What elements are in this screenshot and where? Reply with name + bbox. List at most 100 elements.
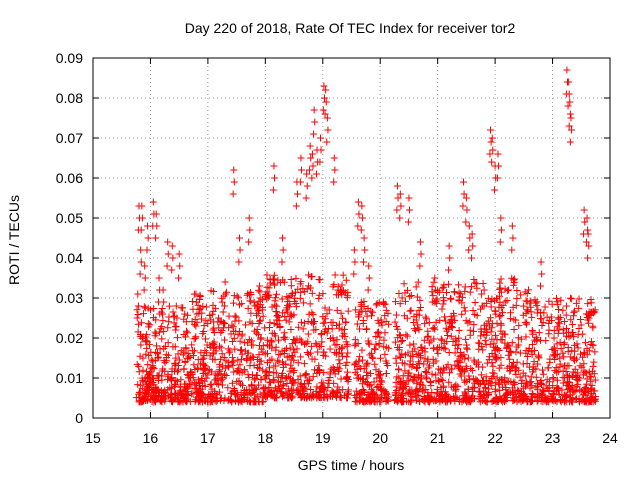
data-point bbox=[245, 214, 253, 222]
data-point bbox=[300, 299, 308, 307]
data-point bbox=[370, 398, 378, 406]
data-point bbox=[366, 369, 374, 377]
data-point bbox=[257, 335, 265, 343]
data-point bbox=[408, 363, 416, 371]
data-point bbox=[462, 335, 470, 343]
data-point bbox=[335, 367, 343, 375]
data-point bbox=[579, 353, 587, 361]
data-point bbox=[581, 398, 589, 406]
data-point bbox=[497, 311, 505, 319]
data-point bbox=[270, 280, 278, 288]
data-point bbox=[273, 312, 281, 320]
data-point bbox=[446, 294, 454, 302]
data-point bbox=[150, 384, 158, 392]
data-point bbox=[498, 336, 506, 344]
data-point bbox=[325, 306, 333, 314]
data-point bbox=[460, 190, 468, 198]
data-point bbox=[364, 381, 372, 389]
data-point bbox=[265, 383, 273, 391]
data-point bbox=[480, 286, 488, 294]
data-point bbox=[580, 349, 588, 357]
data-point bbox=[211, 304, 219, 312]
data-point bbox=[336, 360, 344, 368]
data-point bbox=[172, 302, 180, 310]
data-point bbox=[526, 299, 534, 307]
data-point bbox=[246, 318, 254, 326]
data-point bbox=[327, 365, 335, 373]
data-point bbox=[245, 238, 253, 246]
data-point bbox=[364, 337, 372, 345]
data-point bbox=[451, 316, 459, 324]
data-point bbox=[491, 307, 499, 315]
data-point bbox=[204, 320, 212, 328]
data-point bbox=[230, 334, 238, 342]
data-point bbox=[251, 327, 259, 335]
data-point bbox=[270, 386, 278, 394]
data-point bbox=[534, 353, 542, 361]
data-point bbox=[210, 326, 218, 334]
data-point bbox=[422, 315, 430, 323]
data-point bbox=[144, 389, 152, 397]
data-point bbox=[303, 182, 311, 190]
data-point bbox=[248, 381, 256, 389]
data-point bbox=[343, 353, 351, 361]
data-point bbox=[393, 373, 401, 381]
data-point bbox=[283, 390, 291, 398]
chart-title: Day 220 of 2018, Rate Of TEC Index for r… bbox=[185, 20, 516, 36]
data-point bbox=[483, 359, 491, 367]
data-point bbox=[176, 386, 184, 394]
data-point bbox=[153, 222, 161, 230]
data-point bbox=[488, 359, 496, 367]
data-point bbox=[521, 288, 529, 296]
data-point bbox=[277, 377, 285, 385]
data-point bbox=[224, 384, 232, 392]
data-point bbox=[497, 226, 505, 234]
y-tick-label: 0.06 bbox=[56, 170, 83, 186]
data-point bbox=[380, 298, 388, 306]
data-point bbox=[161, 343, 169, 351]
data-point bbox=[444, 332, 452, 340]
data-point bbox=[465, 246, 473, 254]
data-point bbox=[333, 321, 341, 329]
data-point bbox=[545, 378, 553, 386]
data-point bbox=[477, 305, 485, 313]
data-point bbox=[442, 288, 450, 296]
data-point bbox=[395, 365, 403, 373]
data-point bbox=[407, 352, 415, 360]
data-point bbox=[451, 361, 459, 369]
y-tick-label: 0.02 bbox=[56, 330, 83, 346]
data-point bbox=[308, 342, 316, 350]
data-point bbox=[209, 339, 217, 347]
data-point bbox=[344, 388, 352, 396]
data-point bbox=[138, 334, 146, 342]
data-point bbox=[585, 397, 593, 405]
data-point bbox=[571, 357, 579, 365]
data-point bbox=[212, 397, 220, 405]
data-point bbox=[356, 325, 364, 333]
data-point bbox=[344, 288, 352, 296]
data-point bbox=[549, 382, 557, 390]
data-point bbox=[396, 352, 404, 360]
data-point bbox=[431, 286, 439, 294]
data-point bbox=[342, 276, 350, 284]
data-point bbox=[321, 110, 329, 118]
data-point bbox=[438, 305, 446, 313]
ticks-layer: 15 16 17 18 19 20 21 22 23 24 0 0.01 0.02 0.03 0.04 0.0… bbox=[56, 50, 618, 446]
data-point bbox=[150, 398, 158, 406]
data-point bbox=[145, 386, 153, 394]
data-point bbox=[278, 309, 286, 317]
data-point bbox=[550, 352, 558, 360]
data-point bbox=[316, 134, 324, 142]
data-point bbox=[522, 309, 530, 317]
data-point bbox=[509, 303, 517, 311]
data-point bbox=[401, 367, 409, 375]
data-point bbox=[488, 134, 496, 142]
data-point bbox=[266, 342, 274, 350]
data-point bbox=[288, 351, 296, 359]
data-point bbox=[209, 350, 217, 358]
data-point bbox=[256, 317, 264, 325]
data-point bbox=[290, 368, 298, 376]
data-point bbox=[215, 366, 223, 374]
data-point bbox=[333, 393, 341, 401]
data-point bbox=[292, 202, 300, 210]
